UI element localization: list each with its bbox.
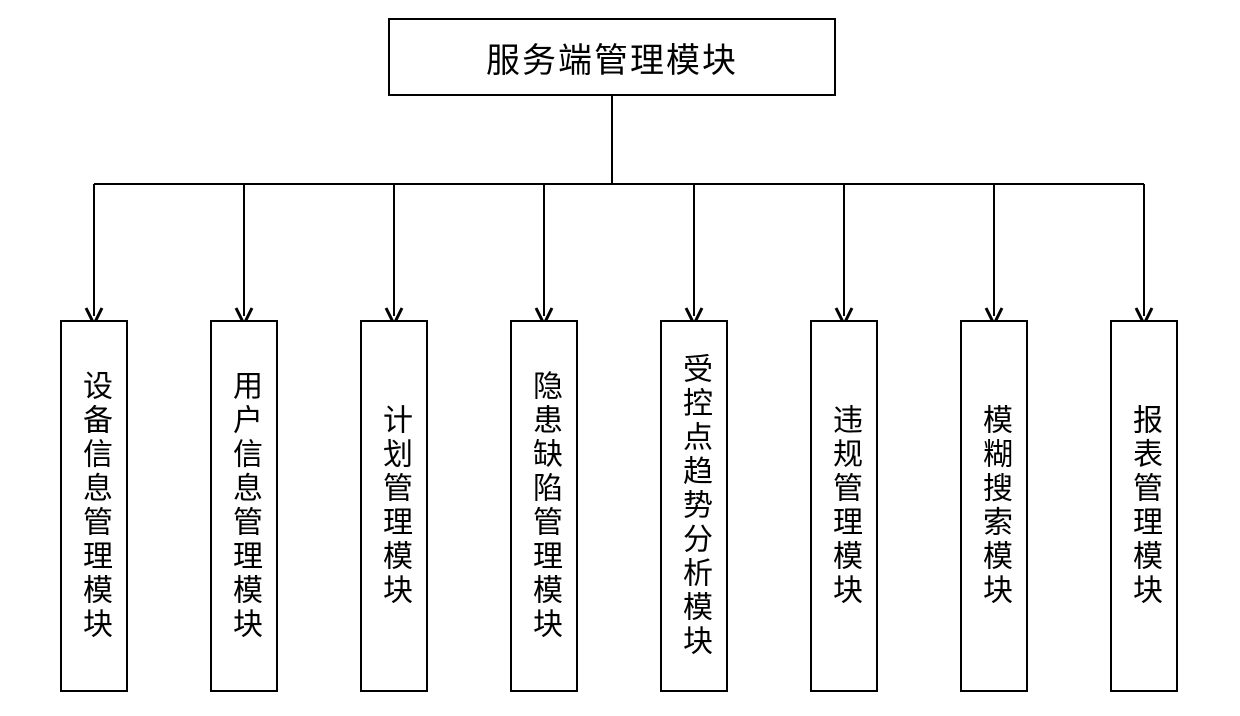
child-node: 计划管理模块 <box>360 320 428 692</box>
diagram-canvas: 服务端管理模块 设备信息管理模块 用户信息管理模块 计划管理模块 隐患缺陷管理模块 受控… <box>0 0 1240 716</box>
child-node: 隐患缺陷管理模块 <box>510 320 578 692</box>
child-node-label: 受控点趋势分析模块 <box>672 353 716 659</box>
child-node: 违规管理模块 <box>810 320 878 692</box>
child-node: 受控点趋势分析模块 <box>660 320 728 692</box>
child-node-label: 隐患缺陷管理模块 <box>522 370 566 642</box>
child-node-label: 违规管理模块 <box>822 404 866 608</box>
connector-layer <box>0 0 1240 716</box>
child-node: 报表管理模块 <box>1110 320 1178 692</box>
child-node-label: 设备信息管理模块 <box>72 370 116 642</box>
child-node: 模糊搜索模块 <box>960 320 1028 692</box>
child-node-label: 模糊搜索模块 <box>972 404 1016 608</box>
child-node-label: 报表管理模块 <box>1122 404 1166 608</box>
root-node: 服务端管理模块 <box>388 18 836 96</box>
child-node-label: 计划管理模块 <box>372 404 416 608</box>
root-node-label: 服务端管理模块 <box>486 33 738 82</box>
child-node: 设备信息管理模块 <box>60 320 128 692</box>
child-node: 用户信息管理模块 <box>210 320 278 692</box>
child-node-label: 用户信息管理模块 <box>222 370 266 642</box>
